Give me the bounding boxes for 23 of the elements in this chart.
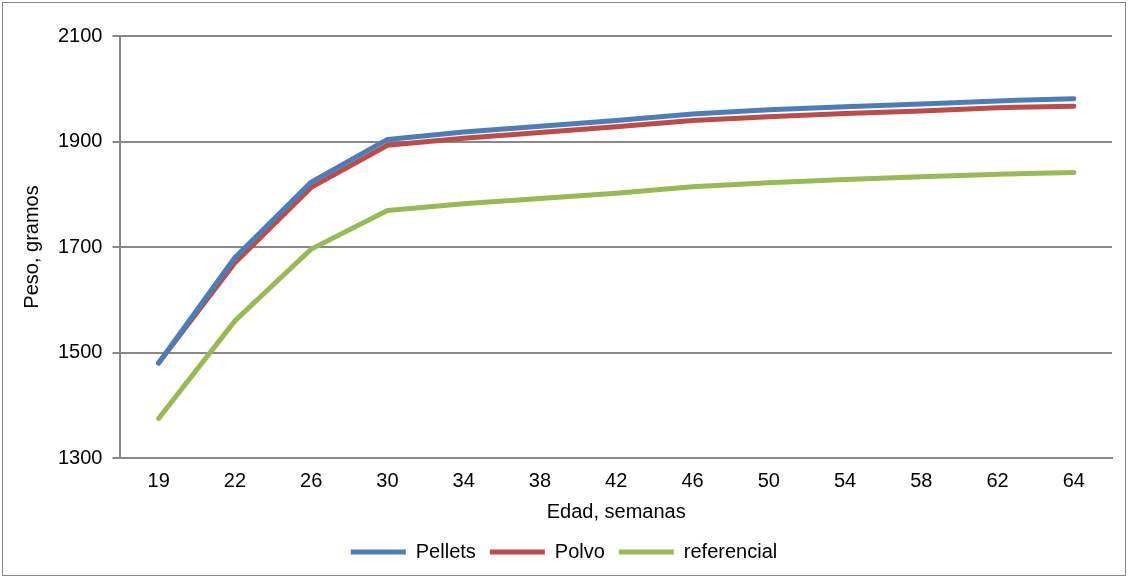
x-tick-label: 62 [986, 468, 1009, 491]
legend-label: Polvo [554, 539, 605, 562]
y-tick-label: 1500 [57, 340, 103, 363]
y-axis-title: Peso, gramos [19, 185, 42, 309]
x-tick-label: 30 [376, 468, 399, 491]
x-tick-label: 64 [1062, 468, 1085, 491]
x-tick-label: 58 [910, 468, 933, 491]
x-tick-label: 26 [300, 468, 323, 491]
y-tick-label: 1300 [57, 445, 103, 468]
x-tick-label: 19 [147, 468, 170, 491]
x-tick-label: 22 [223, 468, 247, 491]
x-tick-label: 46 [681, 468, 704, 491]
y-tick-label: 2100 [57, 23, 103, 46]
x-tick-label: 34 [452, 468, 475, 491]
legend-label: referencial [683, 539, 778, 562]
x-tick-label: 50 [757, 468, 780, 491]
x-tick-label: 38 [528, 468, 552, 491]
y-tick-label: 1900 [57, 129, 103, 152]
legend-label: Pellets [415, 539, 476, 562]
x-tick-label: 42 [605, 468, 628, 491]
x-tick-label: 54 [833, 468, 857, 491]
x-axis-title: Edad, semanas [546, 499, 686, 522]
y-tick-label: 1700 [57, 234, 103, 257]
